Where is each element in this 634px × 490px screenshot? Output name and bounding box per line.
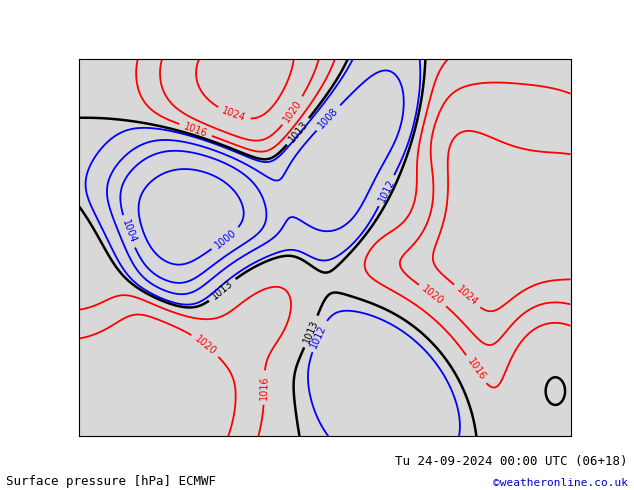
Text: 1012: 1012 bbox=[309, 323, 328, 349]
Text: 1013: 1013 bbox=[287, 119, 310, 144]
Text: 1020: 1020 bbox=[193, 334, 218, 357]
Text: 1004: 1004 bbox=[120, 219, 138, 245]
Text: Surface pressure [hPa] ECMWF: Surface pressure [hPa] ECMWF bbox=[6, 474, 216, 488]
Text: ©weatheronline.co.uk: ©weatheronline.co.uk bbox=[493, 478, 628, 488]
Text: 1013: 1013 bbox=[302, 318, 320, 345]
Text: 1013: 1013 bbox=[210, 278, 235, 301]
Text: 1020: 1020 bbox=[420, 284, 446, 307]
Text: 1016: 1016 bbox=[183, 121, 209, 139]
Text: 1016: 1016 bbox=[259, 375, 269, 400]
Text: 1000: 1000 bbox=[213, 227, 238, 250]
Text: 1024: 1024 bbox=[455, 284, 479, 308]
Text: 1020: 1020 bbox=[281, 98, 304, 124]
Text: Tu 24-09-2024 00:00 UTC (06+18): Tu 24-09-2024 00:00 UTC (06+18) bbox=[395, 455, 628, 468]
Text: 1016: 1016 bbox=[465, 357, 487, 382]
Text: 1012: 1012 bbox=[377, 177, 396, 204]
Text: 1008: 1008 bbox=[316, 105, 340, 130]
Text: 1024: 1024 bbox=[221, 106, 247, 124]
